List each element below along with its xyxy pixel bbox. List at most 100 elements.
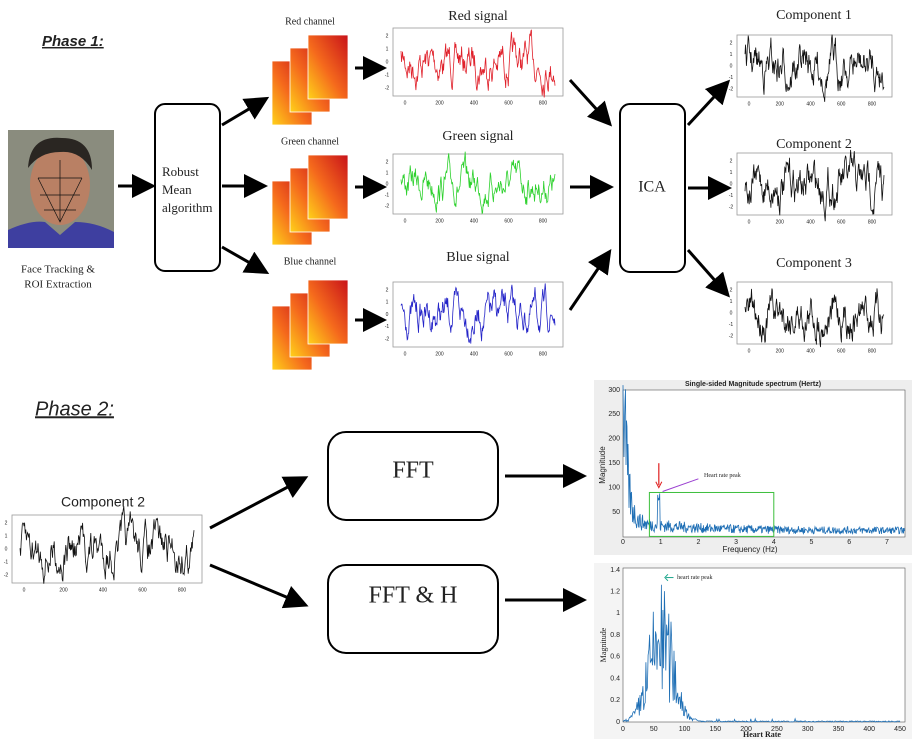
tick-label: 0	[386, 312, 389, 318]
arrow	[568, 78, 613, 127]
tick-label: 1	[730, 52, 733, 58]
tick-label: 100	[679, 726, 691, 733]
plot-frame	[392, 27, 564, 97]
channel-label: Red channel	[285, 16, 335, 27]
tick-label: 400	[806, 219, 815, 225]
phase-label: Phase 2:	[35, 398, 114, 420]
plot-title: Single-sided Magnitude spectrum (Hertz)	[685, 381, 821, 388]
axis-label: Frequency (Hz)	[722, 545, 777, 554]
signal-line	[400, 151, 556, 215]
axis-label: Magnitude	[598, 446, 607, 484]
tick-label: 600	[837, 219, 846, 225]
signal-line	[400, 283, 556, 344]
tick-label: 600	[837, 348, 846, 354]
tick-label: 1.4	[610, 567, 620, 574]
arrow	[686, 79, 731, 127]
component-title: Component 2	[776, 137, 852, 152]
tick-label: 200	[776, 101, 785, 107]
channel-label: Green channel	[281, 136, 339, 147]
plot-area	[622, 567, 906, 723]
tick-label: 800	[868, 101, 877, 107]
tick-label: 4	[772, 539, 776, 546]
teal-arrowhead	[664, 573, 669, 582]
tick-label: 600	[138, 587, 147, 593]
arrow	[209, 476, 309, 530]
tick-label: 2	[386, 33, 389, 39]
tick-label: 0	[404, 218, 407, 224]
tick-label: 350	[833, 726, 845, 733]
tick-label: -1	[385, 72, 390, 78]
tick-label: 3	[734, 539, 738, 546]
tick-label: 300	[802, 726, 814, 733]
tick-label: 200	[740, 726, 752, 733]
phase-label: Phase 1:	[42, 33, 104, 50]
tick-label: -1	[385, 324, 390, 330]
tick-label: 1	[616, 610, 620, 617]
tick-label: 800	[868, 348, 877, 354]
tick-label: 0.4	[610, 675, 620, 682]
signal-line	[744, 34, 885, 102]
tick-label: 0	[616, 719, 620, 726]
purple-arrow	[662, 478, 699, 492]
tick-label: 600	[504, 351, 513, 357]
tick-label: -1	[729, 322, 734, 328]
tick-label: 7	[885, 539, 889, 546]
tick-label: 1	[386, 300, 389, 306]
tick-label: 2	[5, 520, 8, 526]
spectrum-line	[622, 385, 905, 535]
tick-label: 0	[386, 181, 389, 187]
tick-label: 0	[386, 59, 389, 65]
tick-label: 0	[404, 100, 407, 106]
axis-label: Magnitude	[599, 627, 608, 662]
tick-label: -2	[385, 203, 390, 209]
tick-label: 600	[504, 100, 513, 106]
tick-label: 200	[435, 100, 444, 106]
tick-label: 200	[776, 219, 785, 225]
tick-label: 1	[386, 46, 389, 52]
tick-label: 400	[470, 100, 479, 106]
tick-label: -2	[729, 204, 734, 210]
box-label: ICA	[638, 179, 666, 196]
signal-title: Blue signal	[446, 250, 509, 265]
tick-label: 150	[709, 726, 721, 733]
tick-label: 1.2	[610, 589, 620, 596]
tick-label: 250	[608, 411, 620, 418]
tick-label: -1	[729, 193, 734, 199]
tick-label: 400	[99, 587, 108, 593]
process-box	[327, 431, 499, 521]
highlight-box	[648, 491, 775, 537]
tick-label: 1	[730, 299, 733, 305]
tick-label: 0	[730, 310, 733, 316]
annotation: heart rate peak	[677, 575, 712, 581]
heatmap	[307, 279, 349, 345]
tick-label: 400	[863, 726, 875, 733]
tick-label: 0	[730, 63, 733, 69]
tick-label: 800	[868, 219, 877, 225]
signal-title: Green signal	[442, 129, 513, 144]
tick-label: 200	[435, 218, 444, 224]
arrow	[209, 563, 309, 609]
heatmap	[307, 154, 349, 220]
face-image	[8, 130, 114, 248]
tick-label: 0.6	[610, 654, 620, 661]
tick-label: 400	[806, 101, 815, 107]
tick-label: 100	[608, 484, 620, 491]
tick-label: 400	[470, 218, 479, 224]
caption: Face Tracking &	[21, 264, 95, 276]
box-label: algorithm	[162, 200, 213, 215]
tick-label: 0.8	[610, 632, 620, 639]
spectrum-line	[622, 584, 901, 723]
tick-label: 200	[59, 587, 68, 593]
tick-label: 250	[771, 726, 783, 733]
box-label: Robust	[162, 164, 199, 179]
component-title: Component 2	[61, 494, 145, 510]
tick-label: 200	[608, 436, 620, 443]
tick-label: 2	[696, 539, 700, 546]
tick-label: -1	[4, 559, 9, 565]
tick-label: 200	[776, 348, 785, 354]
tick-label: 400	[806, 348, 815, 354]
tick-label: 300	[608, 387, 620, 394]
plot-area	[622, 389, 906, 538]
box-label: FFT & H	[369, 583, 458, 609]
signal-title: Red signal	[448, 9, 508, 24]
